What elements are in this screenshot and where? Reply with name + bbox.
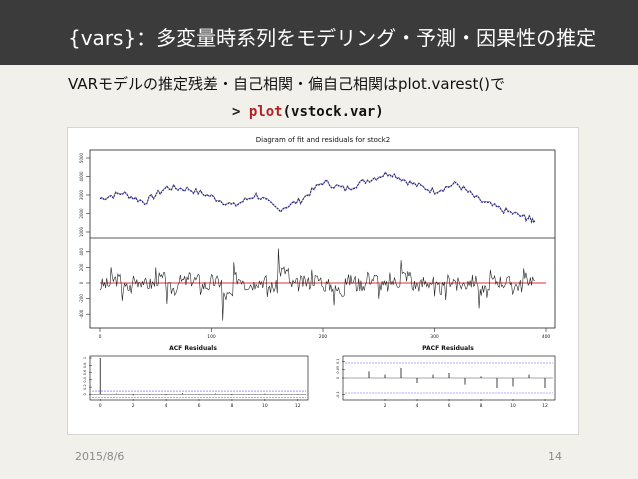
- acf-layer: 0 2 4 6 8 10 12 0 0.2 0.40.6 0.8 1: [83, 357, 306, 409]
- command-args: (vstock.var): [282, 104, 384, 120]
- acf-ytick-label: 0.2: [83, 384, 87, 390]
- fit-ytick-label: 4000: [79, 171, 84, 182]
- page-number: 14: [548, 450, 562, 463]
- resid-ytick-label: 0: [79, 281, 84, 284]
- title-bar: {vars}：多変量時系列をモデリング・予測・因果性の推定: [0, 0, 638, 65]
- slide-subtitle: VARモデルの推定残差・自己相関・偏自己相関はplot.varest()で: [68, 75, 506, 93]
- acf-xtick-label: 0: [99, 403, 102, 409]
- pacf-ytick-label: 0: [336, 377, 340, 379]
- acf-ytick-label: 1: [83, 357, 87, 359]
- pacf-layer: 2 4 6 8 10 12 -0.1 0 0.050.1: [336, 359, 553, 409]
- pacf-ytick-label: -0.1: [336, 391, 340, 398]
- fit-ytick-label: 2000: [79, 208, 84, 219]
- pacf-xtick-label: 8: [480, 403, 483, 409]
- resid-ytick-label: 400: [79, 248, 84, 256]
- pacf-ytick-label: 0.1: [336, 359, 340, 365]
- main-xtick-label: 300: [430, 334, 439, 340]
- command-function: plot: [248, 104, 283, 120]
- acf-title: ACF Residuals: [169, 345, 217, 352]
- main-xtick-label: 200: [319, 334, 328, 340]
- fit-layer: [99, 171, 536, 225]
- acf-frame: [89, 355, 309, 401]
- pacf-xtick-label: 2: [384, 403, 387, 409]
- command-prompt: >: [232, 104, 241, 120]
- pacf-title: PACF Residuals: [422, 345, 474, 352]
- pacf-xtick-label: 4: [416, 403, 419, 409]
- resid-ytick-label: 200: [79, 263, 84, 271]
- pacf-ytick-label: 0.05: [336, 366, 340, 374]
- r-plot-figure: Diagram of fit and residuals for stock2 …: [67, 127, 579, 435]
- residual-layer: [99, 248, 546, 321]
- fit-ytick-label: 3000: [79, 189, 84, 200]
- pacf-xtick-label: 12: [542, 403, 548, 409]
- fit-series-line: [99, 171, 536, 225]
- pacf-xtick-label: 6: [448, 403, 451, 409]
- pacf-xtick-label: 10: [510, 403, 516, 409]
- slide-title: {vars}：多変量時系列をモデリング・予測・因果性の推定: [68, 26, 597, 50]
- fit-panel-frame: [89, 149, 556, 329]
- r-command: > plot(vstock.var): [232, 104, 384, 120]
- acf-ytick-label: 0.6: [83, 370, 87, 376]
- resid-ytick-label: -400: [79, 309, 84, 319]
- acf-xtick-label: 4: [165, 403, 168, 409]
- acf-xtick-label: 6: [198, 403, 201, 409]
- fitted-line: [99, 171, 536, 223]
- acf-xtick-label: 2: [132, 403, 135, 409]
- main-xtick-label: 400: [542, 334, 551, 340]
- acf-xtick-label: 10: [262, 403, 268, 409]
- fit-ytick-label: 5000: [79, 152, 84, 163]
- acf-ytick-label: 0: [83, 393, 87, 395]
- acf-ytick-label: 0.8: [83, 362, 87, 368]
- acf-xtick-label: 8: [230, 403, 233, 409]
- main-xtick-label: 0: [99, 334, 102, 340]
- acf-ytick-label: 0.4: [83, 376, 87, 382]
- footer-date: 2015/8/6: [75, 450, 125, 463]
- plot-svg: Diagram of fit and residuals for stock2 …: [79, 136, 556, 409]
- fit-chart-title: Diagram of fit and residuals for stock2: [256, 136, 391, 144]
- acf-xtick-label: 12: [295, 403, 301, 409]
- residual-series-line: [99, 248, 535, 321]
- main-xtick-label: 100: [207, 334, 216, 340]
- fit-ytick-label: 1000: [79, 226, 84, 237]
- resid-ytick-label: -200: [79, 294, 84, 304]
